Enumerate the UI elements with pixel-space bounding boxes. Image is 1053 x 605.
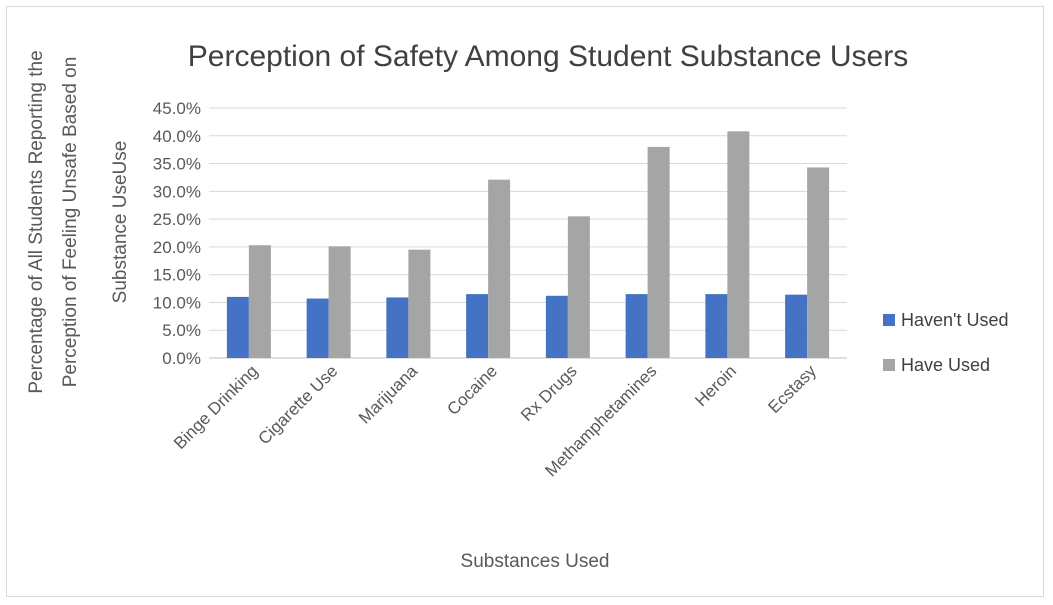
x-tick-label: Heroin (691, 361, 740, 410)
y-tick-label: 40.0% (153, 127, 201, 146)
y-axis-title-line-1: Percentage of All Students Reporting the (26, 50, 47, 393)
bars (226, 131, 830, 358)
legend-label: Haven't Used (901, 310, 1009, 330)
x-tick-label: Rx Drugs (517, 361, 581, 425)
y-axis-title-line-3: Substance UseUse (110, 141, 131, 304)
bar-have-used (807, 167, 830, 358)
bar-havent-used (705, 294, 728, 358)
gridlines (209, 107, 847, 359)
legend-swatch (883, 314, 895, 326)
bar-havent-used (625, 294, 648, 358)
y-tick-label: 45.0% (153, 99, 201, 118)
y-axis-ticks: 0.0% 5.0% 10.0% 15.0% 20.0% 25.0% 30.0% 35.0% 40… (153, 99, 201, 368)
y-axis-title: Percentage of All Students Reporting the… (26, 50, 131, 393)
chart-title: Perception of Safety Among Student Subst… (188, 40, 908, 73)
x-tick-label: Binge Drinking (170, 361, 262, 453)
y-axis-title-line-2: Perception of Feeling Unsafe Based on (60, 57, 81, 388)
bar-havent-used (306, 298, 329, 358)
legend: Haven't Used Have Used (883, 310, 1009, 375)
x-tick-label: Marijuana (355, 361, 422, 428)
x-tick-label: Cigarette Use (255, 361, 342, 448)
legend-label: Have Used (901, 355, 990, 375)
bar-have-used (727, 131, 750, 358)
bar-havent-used (545, 295, 568, 358)
x-tick-label: Cocaine (443, 361, 501, 419)
bar-have-used (647, 146, 670, 358)
y-tick-label: 0.0% (162, 349, 201, 368)
y-tick-label: 10.0% (153, 293, 201, 312)
bar-have-used (408, 249, 431, 358)
x-axis-title: Substances Used (461, 551, 610, 572)
bar-have-used (328, 246, 351, 358)
y-tick-label: 20.0% (153, 238, 201, 257)
y-tick-label: 15.0% (153, 266, 201, 285)
bar-havent-used (785, 294, 808, 358)
bar-have-used (488, 179, 511, 358)
legend-swatch (883, 359, 895, 371)
chart-frame (6, 6, 1044, 597)
bar-have-used (248, 245, 271, 358)
y-tick-label: 35.0% (153, 155, 201, 174)
y-tick-label: 5.0% (162, 321, 201, 340)
x-tick-label: Ecstasy (764, 361, 820, 417)
y-tick-label: 30.0% (153, 182, 201, 201)
bar-have-used (567, 216, 590, 358)
y-tick-label: 25.0% (153, 210, 201, 229)
bar-havent-used (226, 296, 249, 358)
bar-havent-used (386, 297, 409, 358)
bar-havent-used (466, 294, 489, 358)
